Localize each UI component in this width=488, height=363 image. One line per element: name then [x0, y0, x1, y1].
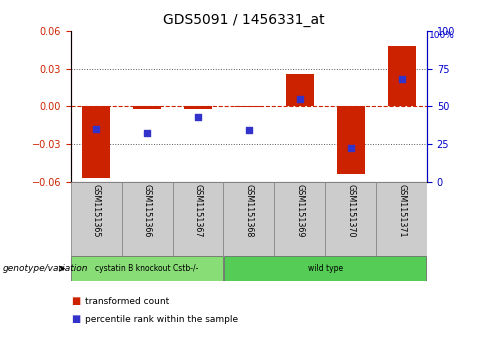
Text: GSM1151369: GSM1151369: [295, 184, 305, 237]
Point: [194, 114, 202, 120]
Point: [296, 96, 304, 102]
Bar: [235, 106, 263, 107]
Text: GSM1151367: GSM1151367: [193, 184, 203, 237]
Text: GSM1151365: GSM1151365: [92, 184, 101, 237]
Text: transformed count: transformed count: [85, 297, 170, 306]
Bar: [376, 182, 427, 256]
Text: cystatin B knockout Cstb-/-: cystatin B knockout Cstb-/-: [96, 264, 199, 273]
Bar: [224, 182, 274, 256]
Text: GDS5091 / 1456331_at: GDS5091 / 1456331_at: [163, 13, 325, 27]
Bar: [122, 182, 173, 256]
Bar: [82, 106, 110, 178]
Text: 100%: 100%: [429, 31, 455, 40]
Text: GSM1151371: GSM1151371: [397, 184, 406, 237]
Bar: [337, 106, 365, 174]
Bar: [274, 182, 325, 256]
Text: GSM1151366: GSM1151366: [142, 184, 152, 237]
Point: [92, 126, 100, 132]
Point: [245, 127, 253, 133]
Bar: [133, 106, 161, 109]
Text: genotype/variation: genotype/variation: [2, 264, 88, 273]
Point: [143, 130, 151, 136]
Text: ■: ■: [71, 314, 80, 325]
Text: GSM1151370: GSM1151370: [346, 184, 355, 237]
Bar: [71, 256, 223, 281]
Text: GSM1151368: GSM1151368: [244, 184, 253, 237]
Bar: [325, 182, 376, 256]
Bar: [286, 74, 314, 106]
Bar: [224, 256, 427, 281]
Text: percentile rank within the sample: percentile rank within the sample: [85, 315, 239, 324]
Bar: [184, 106, 212, 109]
Point: [398, 76, 406, 82]
Text: wild type: wild type: [307, 264, 343, 273]
Point: [347, 146, 355, 151]
Bar: [71, 182, 122, 256]
Bar: [387, 46, 416, 106]
Text: ■: ■: [71, 296, 80, 306]
Bar: [173, 182, 224, 256]
